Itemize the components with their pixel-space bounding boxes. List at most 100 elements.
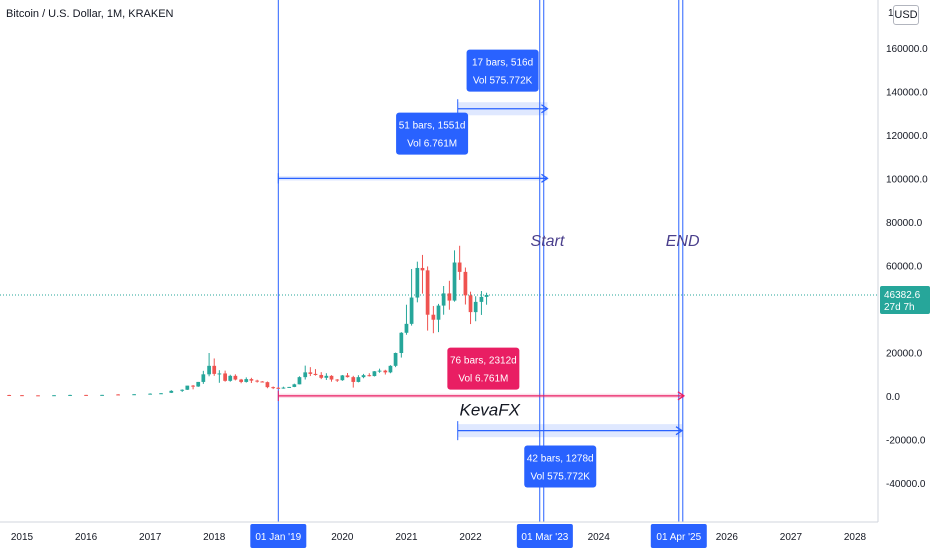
candle-body: [281, 387, 286, 389]
candle-body: [217, 373, 222, 375]
candle-body: [196, 381, 201, 387]
candle-body: [159, 393, 163, 395]
last-price-badge: [880, 285, 930, 314]
price-tick-label: 60000.0: [886, 261, 923, 272]
candle-body: [276, 387, 281, 389]
price-tick-label: -40000.0: [886, 479, 926, 490]
candle-body: [180, 389, 185, 391]
measure-bars-label: 76 bars, 2312d: [450, 356, 517, 367]
time-tick-label: 2024: [588, 532, 611, 543]
price-tick-label: 120000.0: [886, 131, 928, 142]
candle-body: [329, 375, 334, 380]
candle-body: [265, 382, 270, 388]
currency-button[interactable]: USD: [893, 5, 919, 25]
measure-label-box: [447, 347, 520, 390]
price-axis: [878, 0, 932, 522]
price-tick-label: 80000.0: [886, 218, 923, 229]
time-highlight-box: [250, 524, 307, 548]
candle-body: [303, 372, 308, 378]
candle-body: [116, 394, 120, 396]
candle-body: [20, 395, 24, 397]
price-tick-label: 160000.0: [886, 44, 928, 55]
candle-body: [212, 365, 217, 374]
candle-body: [207, 365, 211, 375]
candle-body: [335, 379, 340, 381]
candle-body: [148, 393, 153, 395]
last-price-label: 46382.6: [884, 290, 921, 301]
candle-body: [345, 375, 350, 378]
candle-body: [436, 305, 441, 320]
countdown-label: 27d 7h: [884, 302, 915, 313]
measure-vol-label: Vol 6.761M: [407, 139, 457, 150]
candle-body: [239, 379, 244, 382]
candle-body: [68, 394, 72, 396]
candle-body: [308, 372, 313, 374]
candle-body: [260, 381, 265, 383]
range-arrow-head: [675, 426, 684, 436]
measure-label-box: [524, 445, 597, 488]
candle-body: [84, 394, 88, 396]
candle-body: [425, 270, 430, 315]
time-tick-label: 2026: [716, 532, 739, 543]
candle-body: [52, 395, 56, 397]
price-tick-label: 0.0: [886, 392, 900, 403]
candle-body: [191, 385, 195, 387]
candle-body: [473, 301, 478, 313]
measure-bars-label: 42 bars, 1278d: [527, 453, 594, 464]
candle-body: [313, 373, 318, 375]
annotation-text: Start: [531, 233, 565, 250]
candle-body: [399, 332, 404, 354]
candle-body: [7, 394, 12, 396]
range-arrow-head: [541, 104, 549, 114]
candle-body: [228, 375, 233, 381]
time-tick-label: 2021: [395, 532, 418, 543]
time-axis: [0, 522, 932, 550]
annotation-text: KevaFX: [460, 400, 521, 419]
measure-bars-label: 17 bars, 516d: [472, 58, 533, 69]
candle-body: [367, 375, 372, 377]
candle-body: [255, 380, 260, 382]
candle-body: [356, 377, 361, 382]
candle-body: [271, 387, 276, 389]
candle-body: [249, 379, 254, 381]
candle-body: [319, 374, 324, 378]
candle-body: [420, 267, 425, 271]
measure-bars-label: 51 bars, 1551d: [399, 121, 466, 132]
candle-body: [36, 395, 40, 397]
candle-body: [361, 375, 366, 378]
candle-body: [468, 295, 473, 313]
candle-body: [351, 377, 356, 382]
candle-body: [132, 394, 136, 396]
annotation-text: END: [666, 233, 700, 250]
candle-body: [297, 377, 302, 385]
candle-body: [447, 293, 452, 301]
time-highlight-label: 01 Mar '23: [521, 532, 568, 543]
time-tick-label: 2020: [331, 532, 354, 543]
measure-label-box: [466, 49, 539, 92]
time-tick-label: 2018: [203, 532, 226, 543]
time-tick-label: 2027: [780, 532, 803, 543]
candle-body: [287, 386, 292, 388]
time-highlight-label: 01 Apr '25: [656, 532, 701, 543]
candle-body: [377, 370, 382, 372]
time-highlight-box: [516, 524, 573, 548]
candle-body: [388, 365, 393, 373]
time-highlight-label: 01 Jan '19: [255, 532, 301, 543]
candle-body: [372, 371, 377, 377]
price-tick-label: 140000.0: [886, 87, 928, 98]
candle-body: [415, 267, 420, 298]
candle-body: [431, 314, 436, 320]
price-tick-label: 20000.0: [886, 348, 923, 359]
range-arrow-head: [541, 173, 549, 183]
candle-body: [393, 353, 398, 366]
candle-body: [383, 370, 388, 373]
time-tick-label: 2017: [139, 532, 162, 543]
candle-body: [479, 296, 484, 302]
candle-body: [484, 294, 489, 297]
candle-body: [223, 373, 227, 381]
price-tick-label: -20000.0: [886, 435, 926, 446]
price-tick-label: 100000.0: [886, 174, 928, 185]
candle-body: [340, 375, 345, 381]
candle-body: [404, 323, 409, 333]
